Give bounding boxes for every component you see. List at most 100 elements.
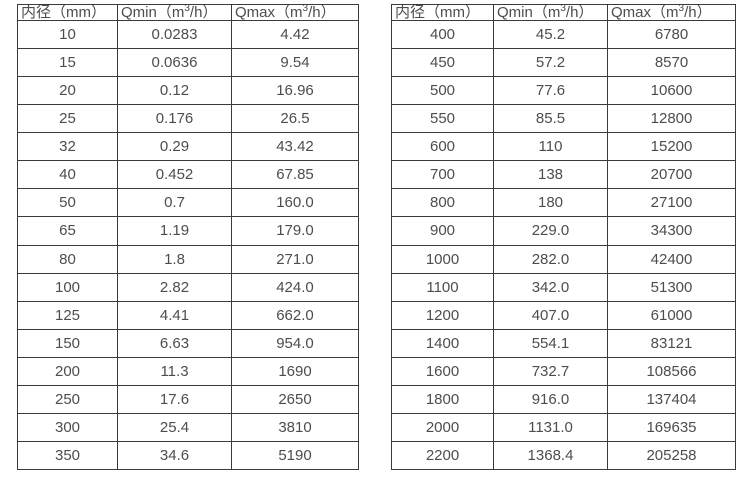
table-cell: 229.0 — [493, 216, 608, 246]
table-cell: 57.2 — [493, 48, 608, 78]
table-cell: 954.0 — [231, 328, 359, 358]
table-row: 1400 554.1 83121 — [391, 328, 736, 358]
table-cell: 1000 — [391, 244, 494, 274]
table-cell: 554.1 — [493, 328, 608, 358]
table-row: 2200 1368.4 205258 — [391, 440, 736, 471]
table-row: 1200 407.0 61000 — [391, 300, 736, 330]
table-cell: 125 — [17, 300, 118, 330]
table-cell: 342.0 — [493, 272, 608, 302]
table-cell: 662.0 — [231, 300, 359, 330]
table-row: 2000 1131.0 169635 — [391, 412, 736, 442]
table-row: 400 45.2 6780 — [391, 19, 736, 50]
table-cell: 34.6 — [117, 440, 232, 471]
table-row: 300 25.4 3810 — [17, 412, 359, 442]
table-cell: 1131.0 — [493, 412, 608, 442]
table-row: 1800 916.0 137404 — [391, 384, 736, 414]
table-cell: 67.85 — [231, 160, 359, 190]
table-cell: 27100 — [607, 188, 736, 218]
table-row: 1100 342.0 51300 — [391, 272, 736, 302]
table-cell: 32 — [17, 132, 118, 162]
table-cell: 34300 — [607, 216, 736, 246]
table-row: 10 0.0283 4.42 — [17, 19, 359, 50]
table-body: 10 0.0283 4.42 15 0.0636 9.54 20 0.12 16.96 25 0.1… — [17, 19, 359, 471]
table-header: 内径（mm） Qmin（m3/h） Qmax（m3/h） — [17, 4, 359, 21]
table-row: 100 2.82 424.0 — [17, 272, 359, 302]
table-cell: 271.0 — [231, 244, 359, 274]
table-cell: 916.0 — [493, 384, 608, 414]
table-cell: 900 — [391, 216, 494, 246]
table-row: 32 0.29 43.42 — [17, 132, 359, 162]
table-row: 550 85.5 12800 — [391, 104, 736, 134]
table-row: 1000 282.0 42400 — [391, 244, 736, 274]
table-cell: 424.0 — [231, 272, 359, 302]
table-row: 250 17.6 2650 — [17, 384, 359, 414]
table-cell: 500 — [391, 76, 494, 106]
table-cell: 2.82 — [117, 272, 232, 302]
table-cell: 108566 — [607, 356, 736, 386]
header-superscript: 3 — [184, 4, 190, 14]
table-cell: 732.7 — [493, 356, 608, 386]
table-cell: 10 — [17, 19, 118, 50]
column-header-qmin: Qmin（m3/h） — [117, 4, 232, 21]
header-text: Qmax（m — [235, 4, 303, 21]
table-cell: 2650 — [231, 384, 359, 414]
flow-spec-tables: 内径（mm） Qmin（m3/h） Qmax（m3/h） 10 0.0283 4.4… — [17, 4, 736, 471]
header-text: /h） — [308, 4, 336, 21]
table-cell: 282.0 — [493, 244, 608, 274]
table-cell: 83121 — [607, 328, 736, 358]
header-text: Qmin（m — [497, 4, 561, 21]
table-row: 1600 732.7 108566 — [391, 356, 736, 386]
table-cell: 8570 — [607, 48, 736, 78]
table-cell: 1600 — [391, 356, 494, 386]
table-cell: 0.0283 — [117, 19, 232, 50]
table-cell: 160.0 — [231, 188, 359, 218]
table-cell: 61000 — [607, 300, 736, 330]
header-superscript: 3 — [560, 4, 566, 14]
table-cell: 12800 — [607, 104, 736, 134]
table-cell: 137404 — [607, 384, 736, 414]
table-row: 500 77.6 10600 — [391, 76, 736, 106]
table-cell: 4.42 — [231, 19, 359, 50]
table-cell: 1690 — [231, 356, 359, 386]
column-header-inner-diameter: 内径（mm） — [391, 4, 494, 21]
table-cell: 43.42 — [231, 132, 359, 162]
table-cell: 10600 — [607, 76, 736, 106]
table-cell: 250 — [17, 384, 118, 414]
table-cell: 205258 — [607, 440, 736, 471]
table-cell: 17.6 — [117, 384, 232, 414]
table-cell: 16.96 — [231, 76, 359, 106]
table-cell: 15200 — [607, 132, 736, 162]
table-cell: 11.3 — [117, 356, 232, 386]
table-cell: 26.5 — [231, 104, 359, 134]
table-row: 200 11.3 1690 — [17, 356, 359, 386]
table-cell: 1400 — [391, 328, 494, 358]
table-cell: 6780 — [607, 19, 736, 50]
table-cell: 700 — [391, 160, 494, 190]
table-row: 450 57.2 8570 — [391, 48, 736, 78]
table-cell: 100 — [17, 272, 118, 302]
table-cell: 800 — [391, 188, 494, 218]
table-cell: 25 — [17, 104, 118, 134]
table-cell: 1.19 — [117, 216, 232, 246]
table-cell: 150 — [17, 328, 118, 358]
flow-spec-table-large-diameters: 内径（mm） Qmin（m3/h） Qmax（m3/h） 400 45.2 6780… — [391, 4, 736, 471]
table-row: 20 0.12 16.96 — [17, 76, 359, 106]
header-text: Qmax（m — [611, 4, 679, 21]
table-cell: 50 — [17, 188, 118, 218]
table-cell: 200 — [17, 356, 118, 386]
table-cell: 40 — [17, 160, 118, 190]
table-cell: 85.5 — [493, 104, 608, 134]
table-cell: 25.4 — [117, 412, 232, 442]
table-header: 内径（mm） Qmin（m3/h） Qmax（m3/h） — [391, 4, 736, 21]
column-header-qmax: Qmax（m3/h） — [231, 4, 359, 21]
table-cell: 407.0 — [493, 300, 608, 330]
table-cell: 80 — [17, 244, 118, 274]
table-cell: 179.0 — [231, 216, 359, 246]
table-cell: 5190 — [231, 440, 359, 471]
table-row: 80 1.8 271.0 — [17, 244, 359, 274]
table-cell: 15 — [17, 48, 118, 78]
table-cell: 0.12 — [117, 76, 232, 106]
table-cell: 0.29 — [117, 132, 232, 162]
table-cell: 110 — [493, 132, 608, 162]
table-cell: 550 — [391, 104, 494, 134]
